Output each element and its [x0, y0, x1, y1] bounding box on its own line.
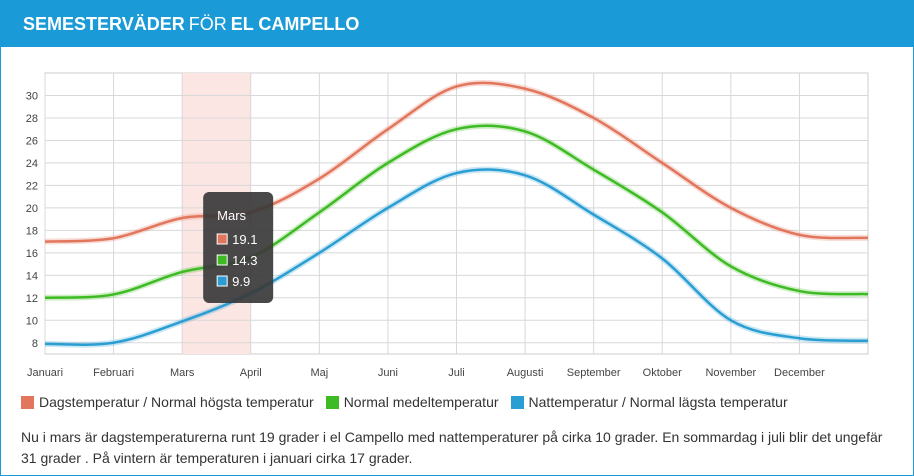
x-tick-label: Juni — [378, 367, 398, 379]
x-tick-label: Februari — [93, 367, 134, 379]
series-line-night[interactable] — [44, 168, 869, 346]
legend-item-night[interactable]: Nattemperatur / Normal lägsta temperatur — [510, 394, 788, 410]
tooltip-value-night: 9.9 — [232, 274, 250, 289]
title-part-1: SEMESTERVÄDER — [23, 13, 185, 34]
widget-header: SEMESTERVÄDER FÖR EL CAMPELLO — [1, 1, 913, 47]
climate-description: Nu i mars är dagstemperaturerna runt 19 … — [21, 429, 883, 466]
legend-swatch-mean — [325, 395, 339, 409]
series-line-mean[interactable] — [44, 124, 869, 300]
tooltip-value-day: 19.1 — [232, 232, 257, 247]
tooltip-value-mean: 14.3 — [232, 253, 257, 268]
y-tick-label: 16 — [26, 248, 38, 260]
tooltip-swatch-day — [216, 233, 228, 245]
y-tick-label: 30 — [26, 90, 38, 102]
x-tick-label: Maj — [310, 367, 328, 379]
series-line-day[interactable] — [44, 81, 869, 243]
y-tick-label: 28 — [26, 113, 38, 125]
chart-tooltip: Mars 19.1 14.3 9.9 — [203, 192, 274, 303]
y-tick-label: 24 — [26, 158, 38, 170]
tooltip-title: Mars — [217, 208, 246, 223]
y-tick-label: 20 — [26, 203, 38, 215]
legend-swatch-day — [21, 395, 34, 409]
legend-item-mean[interactable]: Normal medeltemperatur — [325, 394, 499, 410]
legend-swatch-night — [510, 395, 524, 409]
x-tick-label: December — [774, 367, 825, 379]
title-part-3: EL CAMPELLO — [230, 13, 360, 34]
y-tick-label: 18 — [26, 225, 38, 237]
chart-legend: Dagstemperatur / Normal högsta temperatu… — [21, 394, 788, 410]
x-tick-label: Januari — [27, 367, 63, 379]
y-tick-label: 22 — [26, 180, 38, 192]
tooltip-swatch-mean — [216, 254, 228, 266]
legend-label-night: Nattemperatur / Normal lägsta temperatur — [528, 394, 788, 410]
x-tick-label: Mars — [170, 367, 195, 379]
x-tick-label: April — [240, 367, 262, 379]
legend-label-day: Dagstemperatur / Normal högsta temperatu… — [39, 394, 314, 410]
x-tick-label: Augusti — [507, 367, 544, 379]
y-tick-label: 8 — [32, 338, 38, 350]
y-tick-label: 10 — [26, 315, 38, 327]
x-tick-label: Juli — [448, 367, 465, 379]
tooltip-box — [203, 192, 274, 303]
legend-item-day[interactable]: Dagstemperatur / Normal högsta temperatu… — [21, 394, 314, 410]
y-tick-label: 14 — [26, 270, 38, 282]
tooltip-swatch-night — [216, 275, 228, 287]
temperature-chart[interactable]: 8 10 12 14 16 18 20 22 24 26 28 30 Januari Februari Ma… — [1, 61, 901, 391]
y-tick-label: 12 — [26, 293, 38, 305]
x-tick-label: September — [567, 367, 621, 379]
legend-label-mean: Normal medeltemperatur — [343, 394, 499, 410]
y-tick-label: 26 — [26, 135, 38, 147]
x-tick-label: Oktober — [643, 367, 682, 379]
title-part-2: FÖR — [188, 13, 227, 34]
x-tick-label: November — [705, 367, 756, 379]
